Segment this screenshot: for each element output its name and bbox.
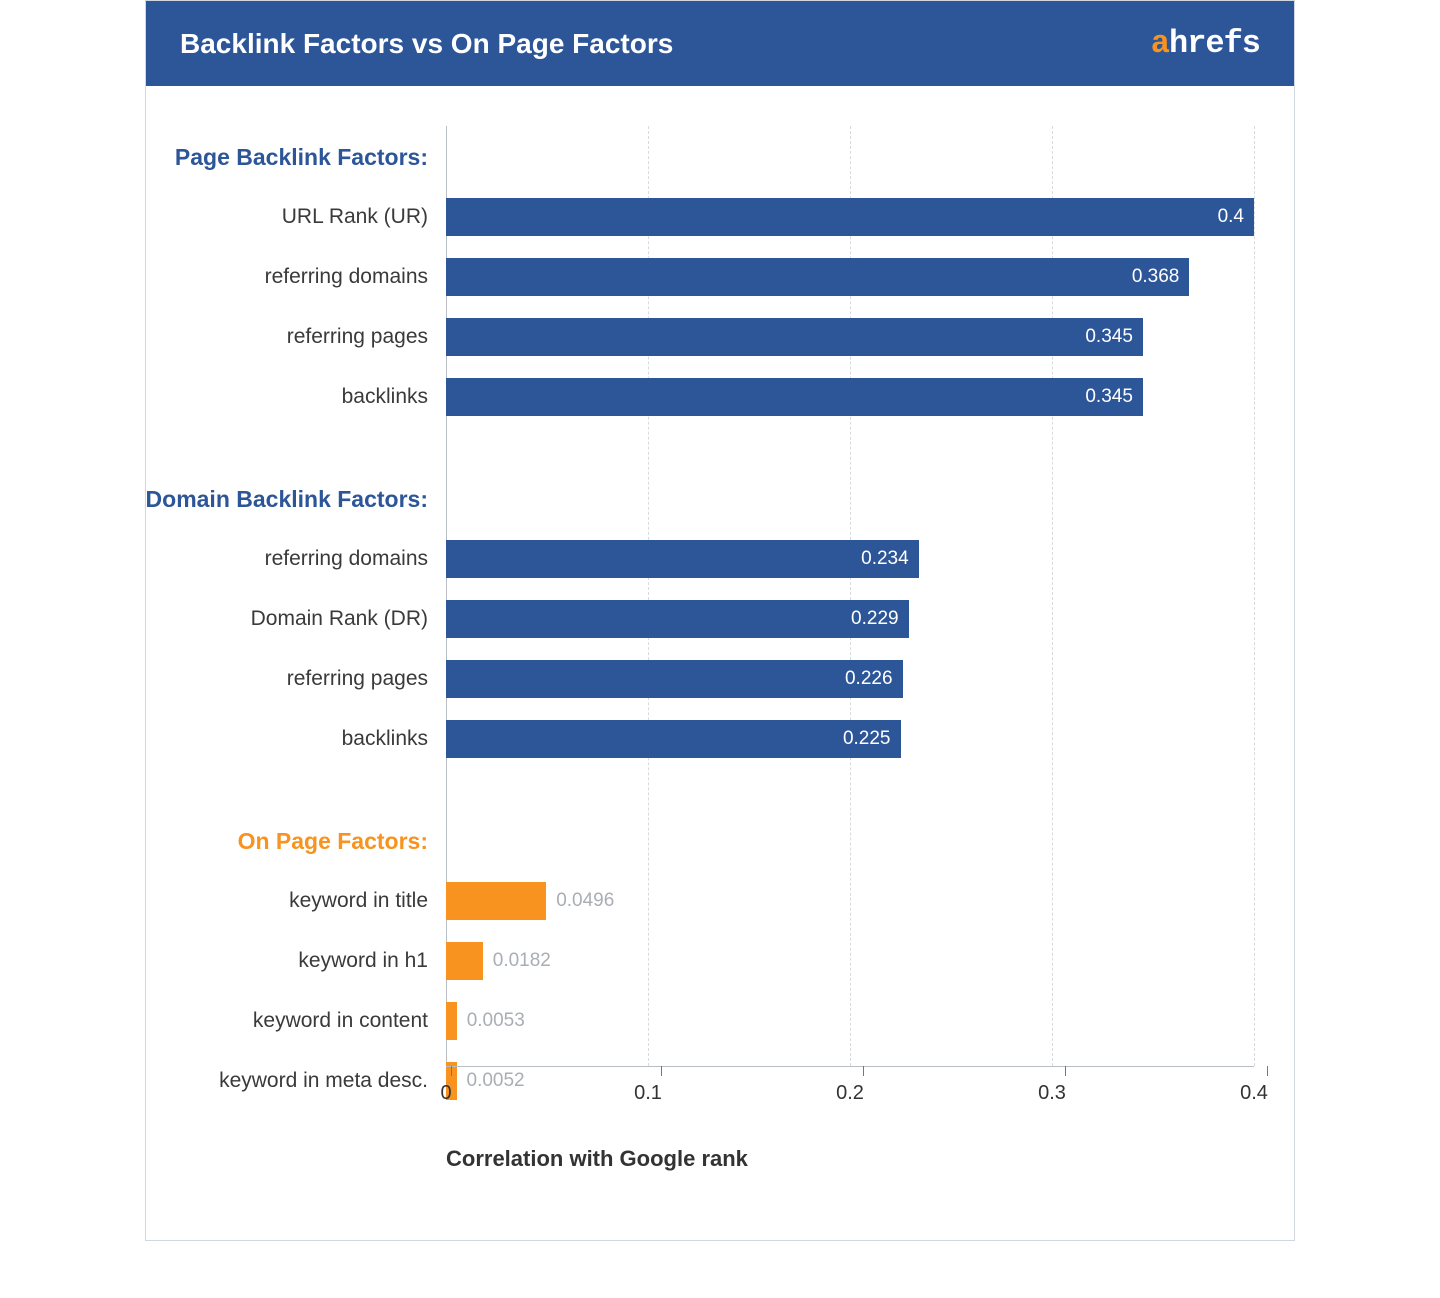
bar-value-inside: 0.229 xyxy=(851,608,899,630)
bar-value-inside: 0.234 xyxy=(861,548,909,570)
plot: Page Backlink Factors:URL Rank (UR)0.4re… xyxy=(146,86,1294,1240)
bar-value-outside: 0.0496 xyxy=(546,890,614,912)
x-axis: 00.10.20.30.4 xyxy=(446,1066,1254,1126)
bar-row: referring pages0.226 xyxy=(446,660,1254,698)
bar-value-inside: 0.345 xyxy=(1085,386,1133,408)
x-tick: 0.1 xyxy=(648,1066,676,1105)
bar-label: referring domains xyxy=(265,547,446,571)
bar: 0.4 xyxy=(446,198,1254,236)
bar-row: keyword in content0.0053 xyxy=(446,1002,1254,1040)
bar-label: referring pages xyxy=(287,325,446,349)
bar: 0.234 xyxy=(446,540,919,578)
bar-row: backlinks0.225 xyxy=(446,720,1254,758)
bar-label: keyword in title xyxy=(289,889,446,913)
chart-card: Backlink Factors vs On Page Factors ahre… xyxy=(145,0,1295,1241)
gridline xyxy=(1254,126,1255,1066)
x-tick-mark xyxy=(451,1066,452,1076)
bar-value-inside: 0.368 xyxy=(1132,266,1180,288)
x-tick-mark xyxy=(1267,1066,1268,1076)
chart-title: Backlink Factors vs On Page Factors xyxy=(180,28,673,60)
bar-value-inside: 0.226 xyxy=(845,668,893,690)
bar-row: referring domains0.234 xyxy=(446,540,1254,578)
brand-logo: ahrefs xyxy=(1151,25,1260,62)
bar-label: referring pages xyxy=(287,667,446,691)
bar: 0.229 xyxy=(446,600,909,638)
x-tick: 0 xyxy=(446,1066,457,1105)
x-tick: 0.4 xyxy=(1254,1066,1282,1105)
bar: 0.0496 xyxy=(446,882,546,920)
bar-row: URL Rank (UR)0.4 xyxy=(446,198,1254,236)
x-tick-mark xyxy=(1065,1066,1066,1076)
bar: 0.226 xyxy=(446,660,903,698)
plot-area: Page Backlink Factors: URL Rank (UR)0.4 re… xyxy=(446,126,1254,1066)
bar: 0.0182 xyxy=(446,942,483,980)
bar-value-inside: 0.345 xyxy=(1085,326,1133,348)
group-label: Page Backlink Factors: xyxy=(175,144,446,171)
bar: 0.368 xyxy=(446,258,1189,296)
bar-value-inside: 0.225 xyxy=(843,728,891,750)
group-label: On Page Factors: xyxy=(238,828,446,855)
x-tick-label: 0.1 xyxy=(634,1082,662,1105)
bar: 0.0053 xyxy=(446,1002,457,1040)
bar-value-outside: 0.0182 xyxy=(483,950,551,972)
bar-label: Domain Rank (DR) xyxy=(251,607,446,631)
bar-row: referring domains0.368 xyxy=(446,258,1254,296)
x-tick: 0.2 xyxy=(850,1066,878,1105)
x-tick-mark xyxy=(661,1066,662,1076)
bar-label: keyword in h1 xyxy=(298,949,446,973)
bar-label: referring domains xyxy=(265,265,446,289)
bar-row: backlinks0.345 xyxy=(446,378,1254,416)
bar-label: URL Rank (UR) xyxy=(282,205,446,229)
group-header-row: Page Backlink Factors: xyxy=(446,138,1254,176)
chart-header: Backlink Factors vs On Page Factors ahre… xyxy=(146,1,1294,86)
group-header-row: On Page Factors: xyxy=(446,822,1254,860)
bar-row: keyword in title0.0496 xyxy=(446,882,1254,920)
bar-label: keyword in content xyxy=(253,1009,446,1033)
x-tick-label: 0.3 xyxy=(1038,1082,1066,1105)
bar: 0.345 xyxy=(446,318,1143,356)
x-tick-label: 0 xyxy=(440,1082,451,1105)
bar: 0.345 xyxy=(446,378,1143,416)
bar: 0.225 xyxy=(446,720,901,758)
bar-label: backlinks xyxy=(342,385,446,409)
bar-row: keyword in h10.0182 xyxy=(446,942,1254,980)
bar-row: Domain Rank (DR)0.229 xyxy=(446,600,1254,638)
x-tick: 0.3 xyxy=(1052,1066,1080,1105)
bar-value-outside: 0.0053 xyxy=(457,1010,525,1032)
x-tick-label: 0.2 xyxy=(836,1082,864,1105)
x-tick-mark xyxy=(863,1066,864,1076)
group-header-row: Domain Backlink Factors: xyxy=(446,480,1254,518)
brand-logo-accent: a xyxy=(1151,25,1169,62)
x-axis-title: Correlation with Google rank xyxy=(446,1126,1294,1210)
bar-label: backlinks xyxy=(342,727,446,751)
bar-label: keyword in meta desc. xyxy=(219,1069,446,1093)
x-tick-label: 0.4 xyxy=(1240,1082,1268,1105)
brand-logo-text: hrefs xyxy=(1169,25,1260,62)
bar-row: referring pages0.345 xyxy=(446,318,1254,356)
bar-value-inside: 0.4 xyxy=(1218,206,1244,228)
group-label: Domain Backlink Factors: xyxy=(146,486,446,513)
